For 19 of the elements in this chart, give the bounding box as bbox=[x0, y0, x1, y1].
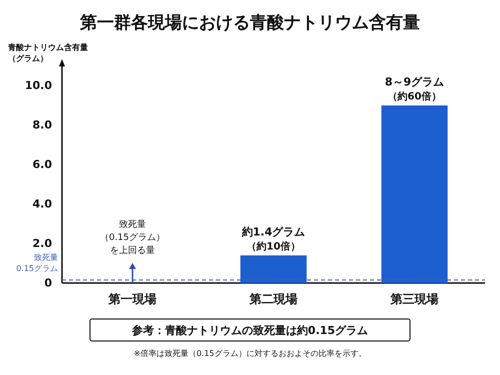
x-tick-label: 第三現場 bbox=[390, 292, 438, 306]
y-tick-label: 10.0 bbox=[24, 79, 52, 92]
data-label: 8～9グラム bbox=[384, 75, 444, 88]
chart-title: 第一群各現場における青酸ナトリウム含有量 bbox=[79, 13, 420, 33]
x-tick-label: 第一現場 bbox=[108, 292, 156, 306]
ref-line-label: 致死量 0.15グラム bbox=[16, 253, 58, 274]
annotation: （約60倍） bbox=[388, 90, 442, 102]
text: ※倍率は致死量（0.15グラム）に対するおおよその比率を示す。 bbox=[134, 349, 366, 358]
text: 参考：青酸ナトリウムの致死量は約0.15グラム bbox=[130, 324, 368, 337]
y-tick-label: 0 bbox=[44, 276, 52, 290]
data-label: 約1.4グラム bbox=[240, 225, 306, 238]
annotation: （約10倍） bbox=[246, 240, 300, 252]
x-tick-label: 第二現場 bbox=[248, 292, 298, 306]
annotation: 致死量（0.15グラム）を上回る量 bbox=[100, 219, 166, 256]
y-axis-title: 青酸ナトリウム含有量（グラム） bbox=[7, 43, 88, 63]
y-tick-label: 2.0 bbox=[32, 237, 52, 250]
y-tick-label: 6.0 bbox=[32, 158, 52, 172]
y-tick-label: 8.0 bbox=[32, 118, 52, 132]
y-tick-label: 4.0 bbox=[32, 198, 52, 211]
